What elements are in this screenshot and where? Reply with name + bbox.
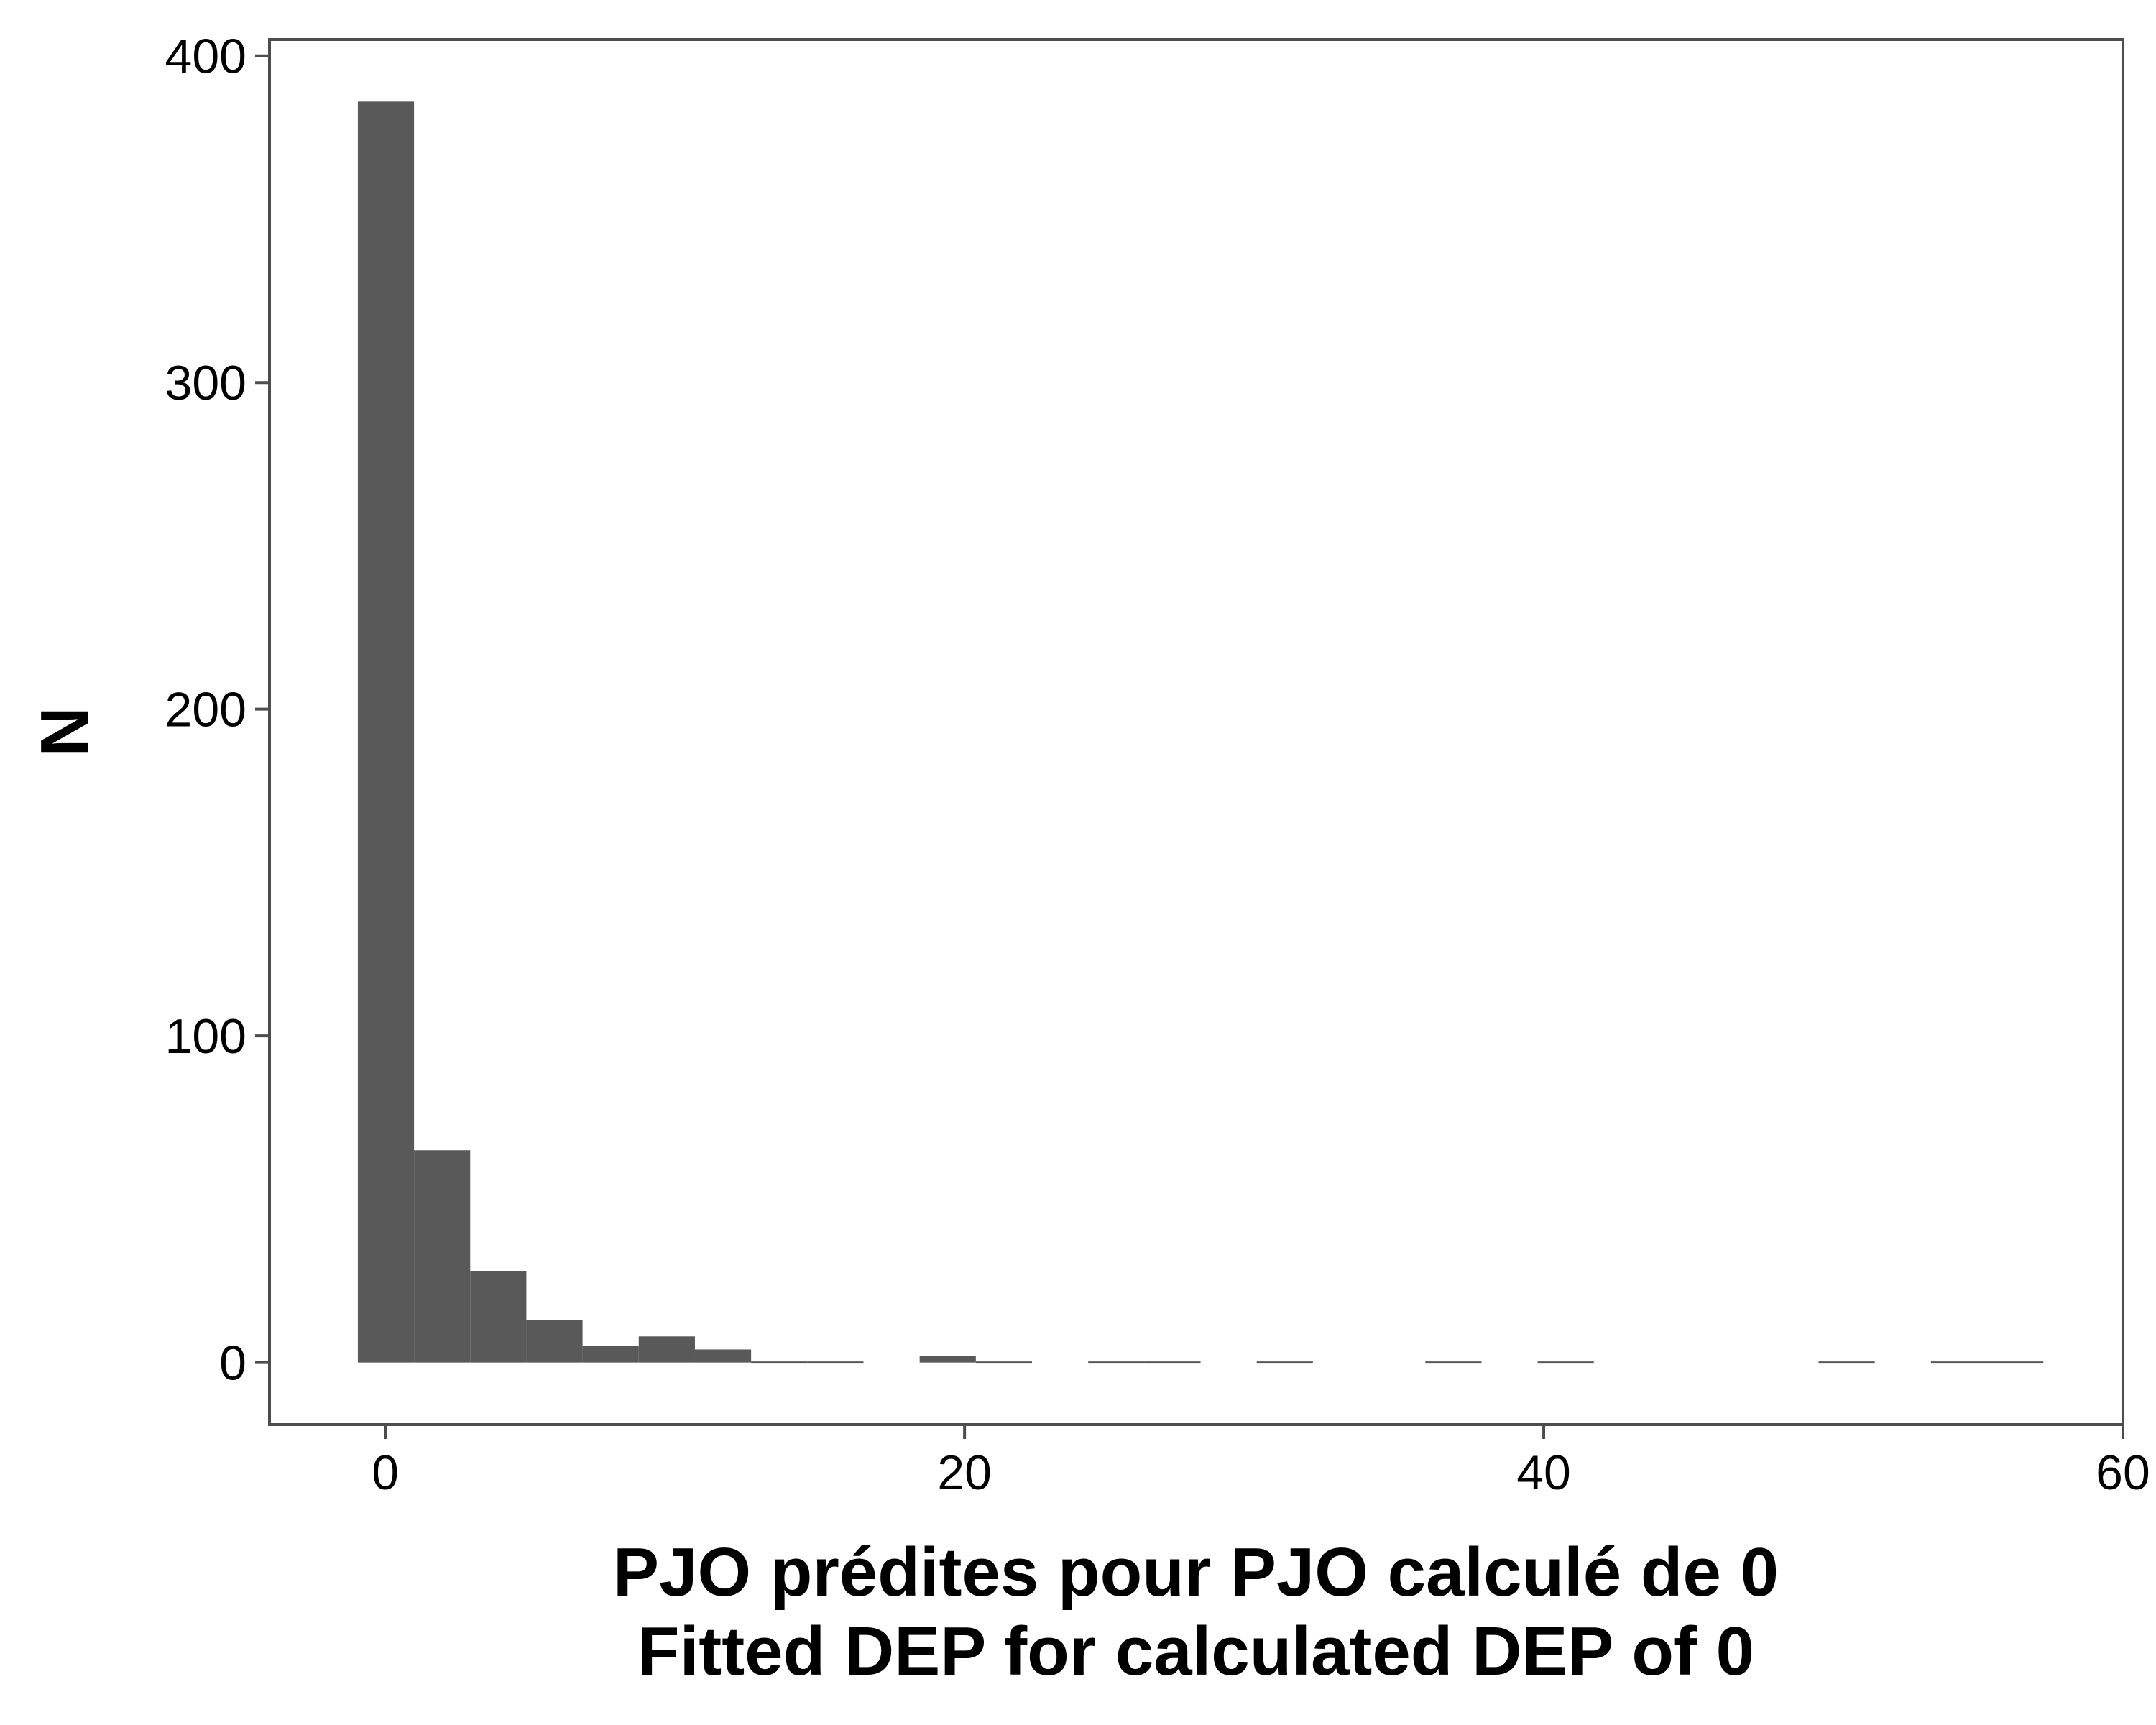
x-axis: 0 20 40 60 [372,1425,2150,1500]
x-tick-label-40: 40 [1516,1445,1571,1500]
histogram-bar-9 [919,1356,976,1363]
y-axis: 0 100 200 300 400 [165,29,270,1391]
histogram-bar-0 [357,101,415,1363]
histogram-bar-3 [526,1320,583,1363]
x-axis-title-line2: Fitted DEP for calculated DEP of 0 [637,1613,1754,1690]
histogram-bars [357,101,2044,1364]
plot-panel-border [268,38,2124,1426]
histogram-bar-4 [582,1346,639,1363]
x-tick-label-20: 20 [937,1445,992,1500]
y-axis-title: N [27,707,103,756]
histogram-bar-2 [470,1271,527,1363]
histogram-bar-1 [414,1150,471,1363]
x-tick-label-0: 0 [372,1445,399,1500]
y-tick-label-0: 0 [219,1336,247,1391]
histogram-bar-5 [638,1336,695,1363]
y-tick-label-100: 100 [165,1009,247,1064]
plot-background [270,40,2123,1425]
histogram-bar-6 [694,1349,752,1363]
x-axis-title-line1: PJO prédites pour PJO calculé de 0 [613,1534,1779,1611]
y-tick-label-400: 400 [165,29,247,84]
y-tick-label-200: 200 [165,683,247,737]
y-tick-label-300: 300 [165,356,247,410]
x-tick-label-60: 60 [2096,1445,2150,1500]
